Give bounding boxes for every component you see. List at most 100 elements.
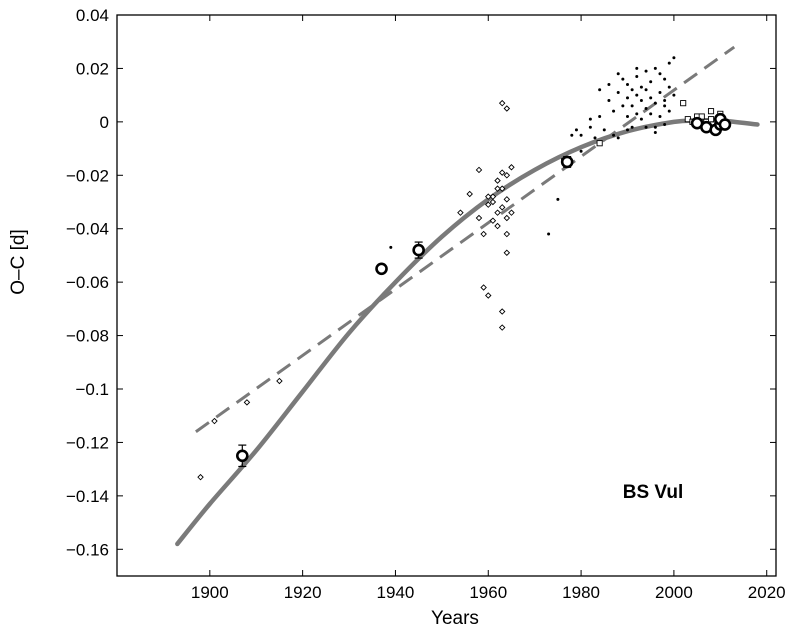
dot-point <box>556 197 560 201</box>
diamond-point <box>508 209 515 216</box>
dot-point <box>625 115 629 119</box>
x-tick-label: 1940 <box>377 583 415 602</box>
dot-point <box>616 90 620 94</box>
parabolic-fit-curve <box>175 117 760 547</box>
diamond-point <box>503 230 511 238</box>
dot-point <box>625 96 629 100</box>
diamond-point <box>503 249 511 256</box>
dot-point <box>635 93 639 97</box>
dot-point <box>644 88 648 92</box>
circle-point <box>236 449 249 463</box>
diamond-point <box>503 196 511 203</box>
dot-point <box>574 128 578 132</box>
diamond-point <box>480 284 487 291</box>
dot-point <box>598 115 602 119</box>
dot-point <box>644 69 648 73</box>
diamond-point <box>498 204 506 211</box>
x-tick-label: 1960 <box>469 583 507 602</box>
dot-point <box>653 131 657 135</box>
dot-point <box>658 115 662 119</box>
dot-point <box>616 72 620 76</box>
plot-frame <box>116 14 777 577</box>
dot-point <box>639 117 643 121</box>
dot-point <box>649 96 653 100</box>
diamond-point <box>480 230 487 238</box>
x-tick-label: 1920 <box>284 583 322 602</box>
y-tick-label: −0.04 <box>66 220 109 239</box>
diamond-point <box>498 324 506 331</box>
dot-point <box>607 82 611 86</box>
dot-point <box>602 128 606 132</box>
dot-point <box>588 117 592 121</box>
diamond-point <box>475 166 483 174</box>
x-tick-label: 1980 <box>562 583 600 602</box>
dot-point <box>658 90 662 94</box>
diamond-point <box>243 399 251 406</box>
y-tick-label: −0.1 <box>75 380 109 399</box>
x-tick-label: 2020 <box>748 583 786 602</box>
diamond-point <box>489 217 497 224</box>
diamond-point <box>494 209 501 216</box>
diamond-point <box>503 105 511 112</box>
dot-point <box>389 245 393 249</box>
diamond-point <box>485 201 492 208</box>
dot-point <box>663 77 667 81</box>
dot-point <box>653 66 657 70</box>
square-point <box>680 100 687 107</box>
dot-point <box>644 125 648 129</box>
dot-point <box>607 98 611 102</box>
dot-point <box>630 125 634 129</box>
y-tick-label: −0.06 <box>66 273 109 292</box>
diamond-point <box>498 185 506 192</box>
dot-point <box>635 66 639 70</box>
diamond-point <box>494 185 501 192</box>
x-tick-label: 2000 <box>655 583 693 602</box>
dot-point <box>639 98 643 102</box>
y-tick-label: −0.16 <box>66 540 109 559</box>
dot-point <box>658 72 662 76</box>
circle-point <box>375 262 388 276</box>
diamond-point <box>276 377 283 385</box>
dot-point <box>672 56 676 60</box>
dot-point <box>579 149 583 153</box>
dot-point <box>547 232 551 236</box>
plot-area: 1900 1920 1940 1960 1980 2000 2020 0.04 0.02 0 −0.… <box>66 6 786 602</box>
diamond-point <box>508 164 515 171</box>
dot-point <box>625 82 629 86</box>
diamond-point <box>475 214 483 222</box>
dot-point <box>667 85 671 89</box>
dot-point <box>653 125 657 129</box>
x-axis-title: Years <box>431 608 479 629</box>
dot-point <box>663 123 667 127</box>
diamond-point <box>485 292 492 299</box>
diamond-point <box>503 214 511 222</box>
dot-point <box>630 104 634 108</box>
dot-point <box>672 93 676 97</box>
diamond-point <box>457 209 464 216</box>
dot-point <box>649 80 653 84</box>
dot-point <box>667 109 671 113</box>
diamond-point <box>503 172 511 179</box>
diamond-point <box>494 177 501 184</box>
dot-point <box>579 133 583 137</box>
dot-point <box>616 136 620 140</box>
dot-point <box>588 125 592 129</box>
dot-point <box>612 133 616 137</box>
y-tick-label: 0.02 <box>76 59 109 78</box>
diamond-point <box>498 308 506 315</box>
dot-point <box>653 101 657 105</box>
diamond-point <box>485 193 492 200</box>
y-tick-label: −0.12 <box>66 433 109 452</box>
y-tick-label: 0 <box>100 113 109 132</box>
diamond-point <box>494 222 501 230</box>
dot-point <box>570 133 574 137</box>
dot-point <box>621 77 625 81</box>
dot-point <box>635 112 639 116</box>
y-tick-label: −0.14 <box>66 487 109 506</box>
circle-point <box>560 155 574 169</box>
dot-point <box>630 88 634 92</box>
diamond-point <box>466 190 473 198</box>
dot-point <box>639 85 643 89</box>
star-label: BS Vul <box>623 482 684 503</box>
y-tick-label: −0.02 <box>66 166 109 185</box>
